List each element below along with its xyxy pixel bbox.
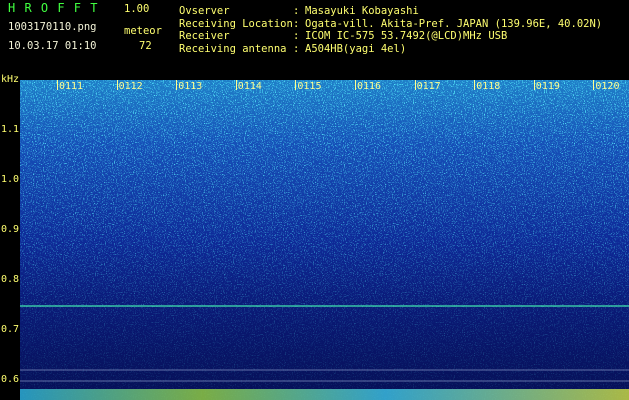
info-label: Receiving antenna <box>179 42 287 55</box>
info-separator: : <box>293 42 300 55</box>
time-tick <box>235 80 237 90</box>
frequency-label: 0.9 <box>1 224 20 235</box>
time-label: 0115 <box>297 81 322 92</box>
time-label: 0117 <box>416 81 441 92</box>
time-tick <box>474 80 476 90</box>
time-label: 0114 <box>237 81 262 92</box>
meteor-label: meteor <box>124 25 162 37</box>
frequency-label: 1.0 <box>1 174 20 185</box>
spectrogram-noise <box>20 80 629 400</box>
time-label: 0120 <box>595 81 620 92</box>
frequency-label: 1.1 <box>1 124 20 135</box>
time-tick <box>355 80 356 90</box>
info-label: Receiving Location <box>179 17 293 30</box>
time-tick <box>57 80 58 90</box>
time-tick <box>414 80 416 90</box>
info-label: Receiver <box>179 30 230 42</box>
frequency-label: 0.6 <box>1 374 20 385</box>
info-separator: : <box>293 5 300 17</box>
datetime: 10.03.17 01:10 <box>8 40 97 52</box>
time-label: 0111 <box>59 81 84 92</box>
info-value: ICOM IC-575 53.7492(@LCD)MHz USB <box>305 30 508 42</box>
time-tick <box>593 80 595 90</box>
info-value: A504HB(yagi 4el) <box>305 42 407 55</box>
info-separator: : <box>293 30 300 42</box>
app-version: 1.00 <box>124 3 150 15</box>
frequency-label: 0.8 <box>1 274 20 285</box>
time-label: 0116 <box>357 81 382 92</box>
bottom-strip <box>20 389 629 400</box>
time-tick <box>176 80 178 90</box>
frequency-label: 0.7 <box>1 324 20 335</box>
info-value: Masayuki Kobayashi <box>305 5 419 17</box>
time-label: 0113 <box>178 81 203 92</box>
time-tick <box>116 80 118 90</box>
time-label: 0112 <box>118 81 143 92</box>
filename: 1003170110.png <box>8 21 97 33</box>
time-label: 0118 <box>476 81 501 92</box>
meteor-count: 72 <box>139 40 152 52</box>
app-name: H R O F F T <box>8 1 99 15</box>
spectrogram <box>20 80 629 400</box>
time-tick <box>533 80 535 90</box>
time-label: 0119 <box>535 81 560 92</box>
info-separator: : <box>293 17 300 30</box>
unit-label: kHz <box>1 74 20 85</box>
info-value: Ogata-vill. Akita-Pref. JAPAN (139.96E, … <box>305 17 603 30</box>
time-tick <box>295 80 297 90</box>
info-label: Ovserver <box>179 5 230 17</box>
